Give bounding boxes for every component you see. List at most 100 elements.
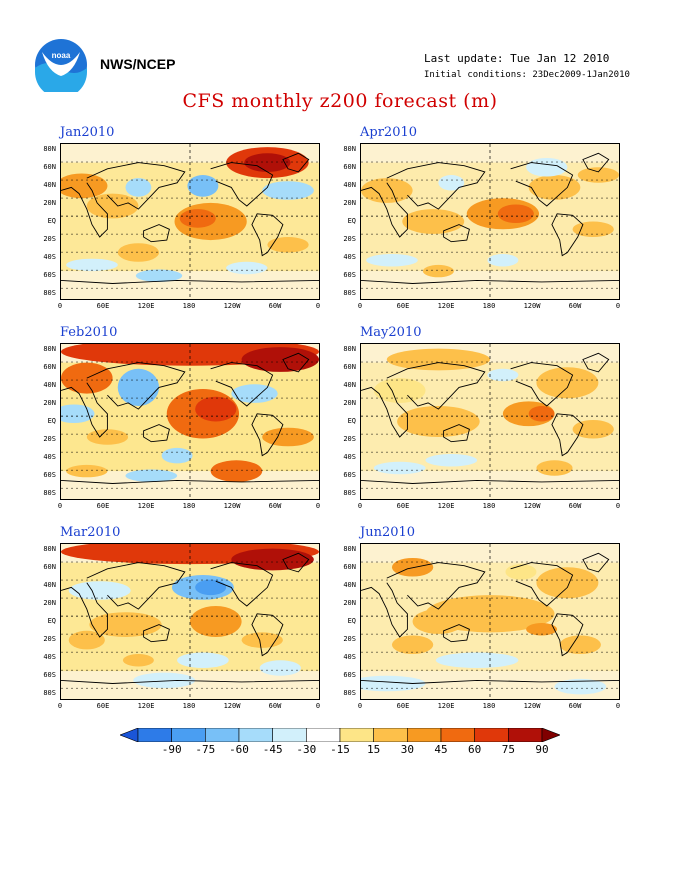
anomaly-region: [559, 635, 601, 655]
anomaly-region: [391, 557, 434, 577]
latitude-label: 20S: [43, 635, 56, 644]
coastline: [443, 424, 470, 443]
latitude-label: 40N: [43, 381, 56, 390]
coastline: [386, 562, 486, 610]
colorbar-label: -30: [296, 743, 317, 756]
longitude-label: 0: [315, 702, 321, 710]
anomaly-region: [210, 460, 263, 482]
longitude-label: 120E: [437, 702, 455, 710]
anomaly-region: [373, 378, 426, 403]
coastline: [361, 679, 619, 684]
latitude-label: 80N: [43, 345, 56, 353]
latitude-label: 40S: [43, 653, 56, 662]
coastline: [86, 162, 186, 210]
anomaly-region: [267, 237, 309, 253]
anomaly-region: [528, 406, 555, 422]
latitude-label: 60S: [343, 471, 356, 480]
anomaly-region: [161, 447, 193, 464]
coastline: [210, 562, 274, 607]
coastline: [510, 362, 574, 407]
anomaly-field: [61, 144, 319, 299]
panel-title: Mar2010: [60, 525, 121, 540]
anomaly-field: [361, 344, 619, 499]
longitude-label: 120E: [137, 502, 155, 510]
initial-conditions: Initial conditions: 23Dec2009-1Jan2010: [424, 70, 630, 80]
anomaly-region: [89, 612, 162, 637]
latitude-label: 40N: [343, 581, 356, 590]
colorbar-label: -75: [195, 743, 216, 756]
latitude-label: 40S: [343, 453, 356, 462]
anomaly-region: [262, 181, 314, 200]
forecast-map-mar2010: [60, 543, 320, 700]
longitude-label: 0: [357, 302, 363, 310]
colorbar-swatch: [306, 727, 341, 743]
coastline: [61, 279, 319, 284]
anomaly-region: [438, 175, 465, 191]
forecast-map-apr2010: [360, 143, 620, 300]
colorbar-label: 45: [434, 743, 448, 756]
latitude-label: 80S: [43, 689, 56, 698]
colorbar-swatch: [339, 727, 374, 743]
anomaly-region: [187, 175, 219, 197]
colorbar-label: -15: [330, 743, 350, 756]
longitude-label: 0: [57, 702, 63, 710]
anomaly-region: [572, 419, 614, 439]
anomaly-region: [412, 609, 465, 634]
anomaly-region: [68, 581, 131, 600]
longitude-label: 120E: [437, 502, 455, 510]
latitude-label: 80N: [43, 545, 56, 553]
anomaly-region: [497, 204, 534, 224]
longitude-label: 120W: [223, 702, 241, 710]
coastline: [361, 182, 408, 238]
latitude-label: 20N: [43, 599, 56, 608]
anomaly-region: [190, 606, 242, 637]
coastline: [86, 562, 186, 610]
anomaly-region: [231, 384, 278, 403]
panel-title: May2010: [360, 325, 422, 340]
anomaly-region: [61, 173, 108, 199]
anomaly-region: [133, 672, 196, 689]
anomaly-region: [117, 243, 160, 262]
anomaly-region: [435, 652, 519, 668]
coastline: [251, 613, 284, 657]
latitude-label: 60N: [343, 363, 356, 372]
anomaly-region: [402, 209, 465, 234]
coastline: [251, 413, 284, 457]
forecast-map-feb2010: [60, 343, 320, 500]
anomaly-region: [241, 632, 283, 648]
latitude-label: 40S: [343, 653, 356, 662]
latitude-label: 80S: [343, 689, 356, 698]
anomaly-region: [122, 654, 154, 667]
coastline: [582, 352, 610, 373]
coastline: [61, 679, 319, 684]
latitude-label: 80S: [43, 289, 56, 298]
latitude-label: 20N: [343, 399, 356, 408]
coastline: [582, 152, 610, 173]
latitude-label: 60S: [343, 671, 356, 680]
longitude-label: 0: [615, 702, 621, 710]
colorbar-swatch: [474, 727, 509, 743]
latitude-label: 40N: [343, 181, 356, 190]
colorbar-label: -90: [161, 743, 182, 756]
anomaly-region: [361, 178, 413, 203]
coastline: [61, 582, 108, 638]
anomaly-region: [241, 347, 319, 372]
noaa-logo: noaa: [34, 38, 88, 98]
coastline: [61, 382, 108, 438]
colorbar-swatch: [137, 727, 172, 743]
last-update: Last update: Tue Jan 12 2010: [424, 52, 610, 65]
anomaly-region: [536, 567, 599, 599]
latitude-label: 60N: [43, 563, 56, 572]
anomaly-region: [195, 396, 237, 422]
longitude-label: 180: [482, 702, 496, 710]
colorbar-swatch: [171, 727, 206, 743]
latitude-label: 60N: [343, 163, 356, 172]
panel-title: Jan2010: [60, 125, 115, 140]
longitude-label: 0: [315, 302, 321, 310]
anomaly-region: [366, 254, 418, 267]
latitude-label: 20N: [343, 199, 356, 208]
anomaly-region: [86, 429, 129, 445]
longitude-label: 60W: [268, 302, 282, 310]
latitude-label: 80S: [343, 289, 356, 298]
anomaly-region: [386, 348, 490, 371]
